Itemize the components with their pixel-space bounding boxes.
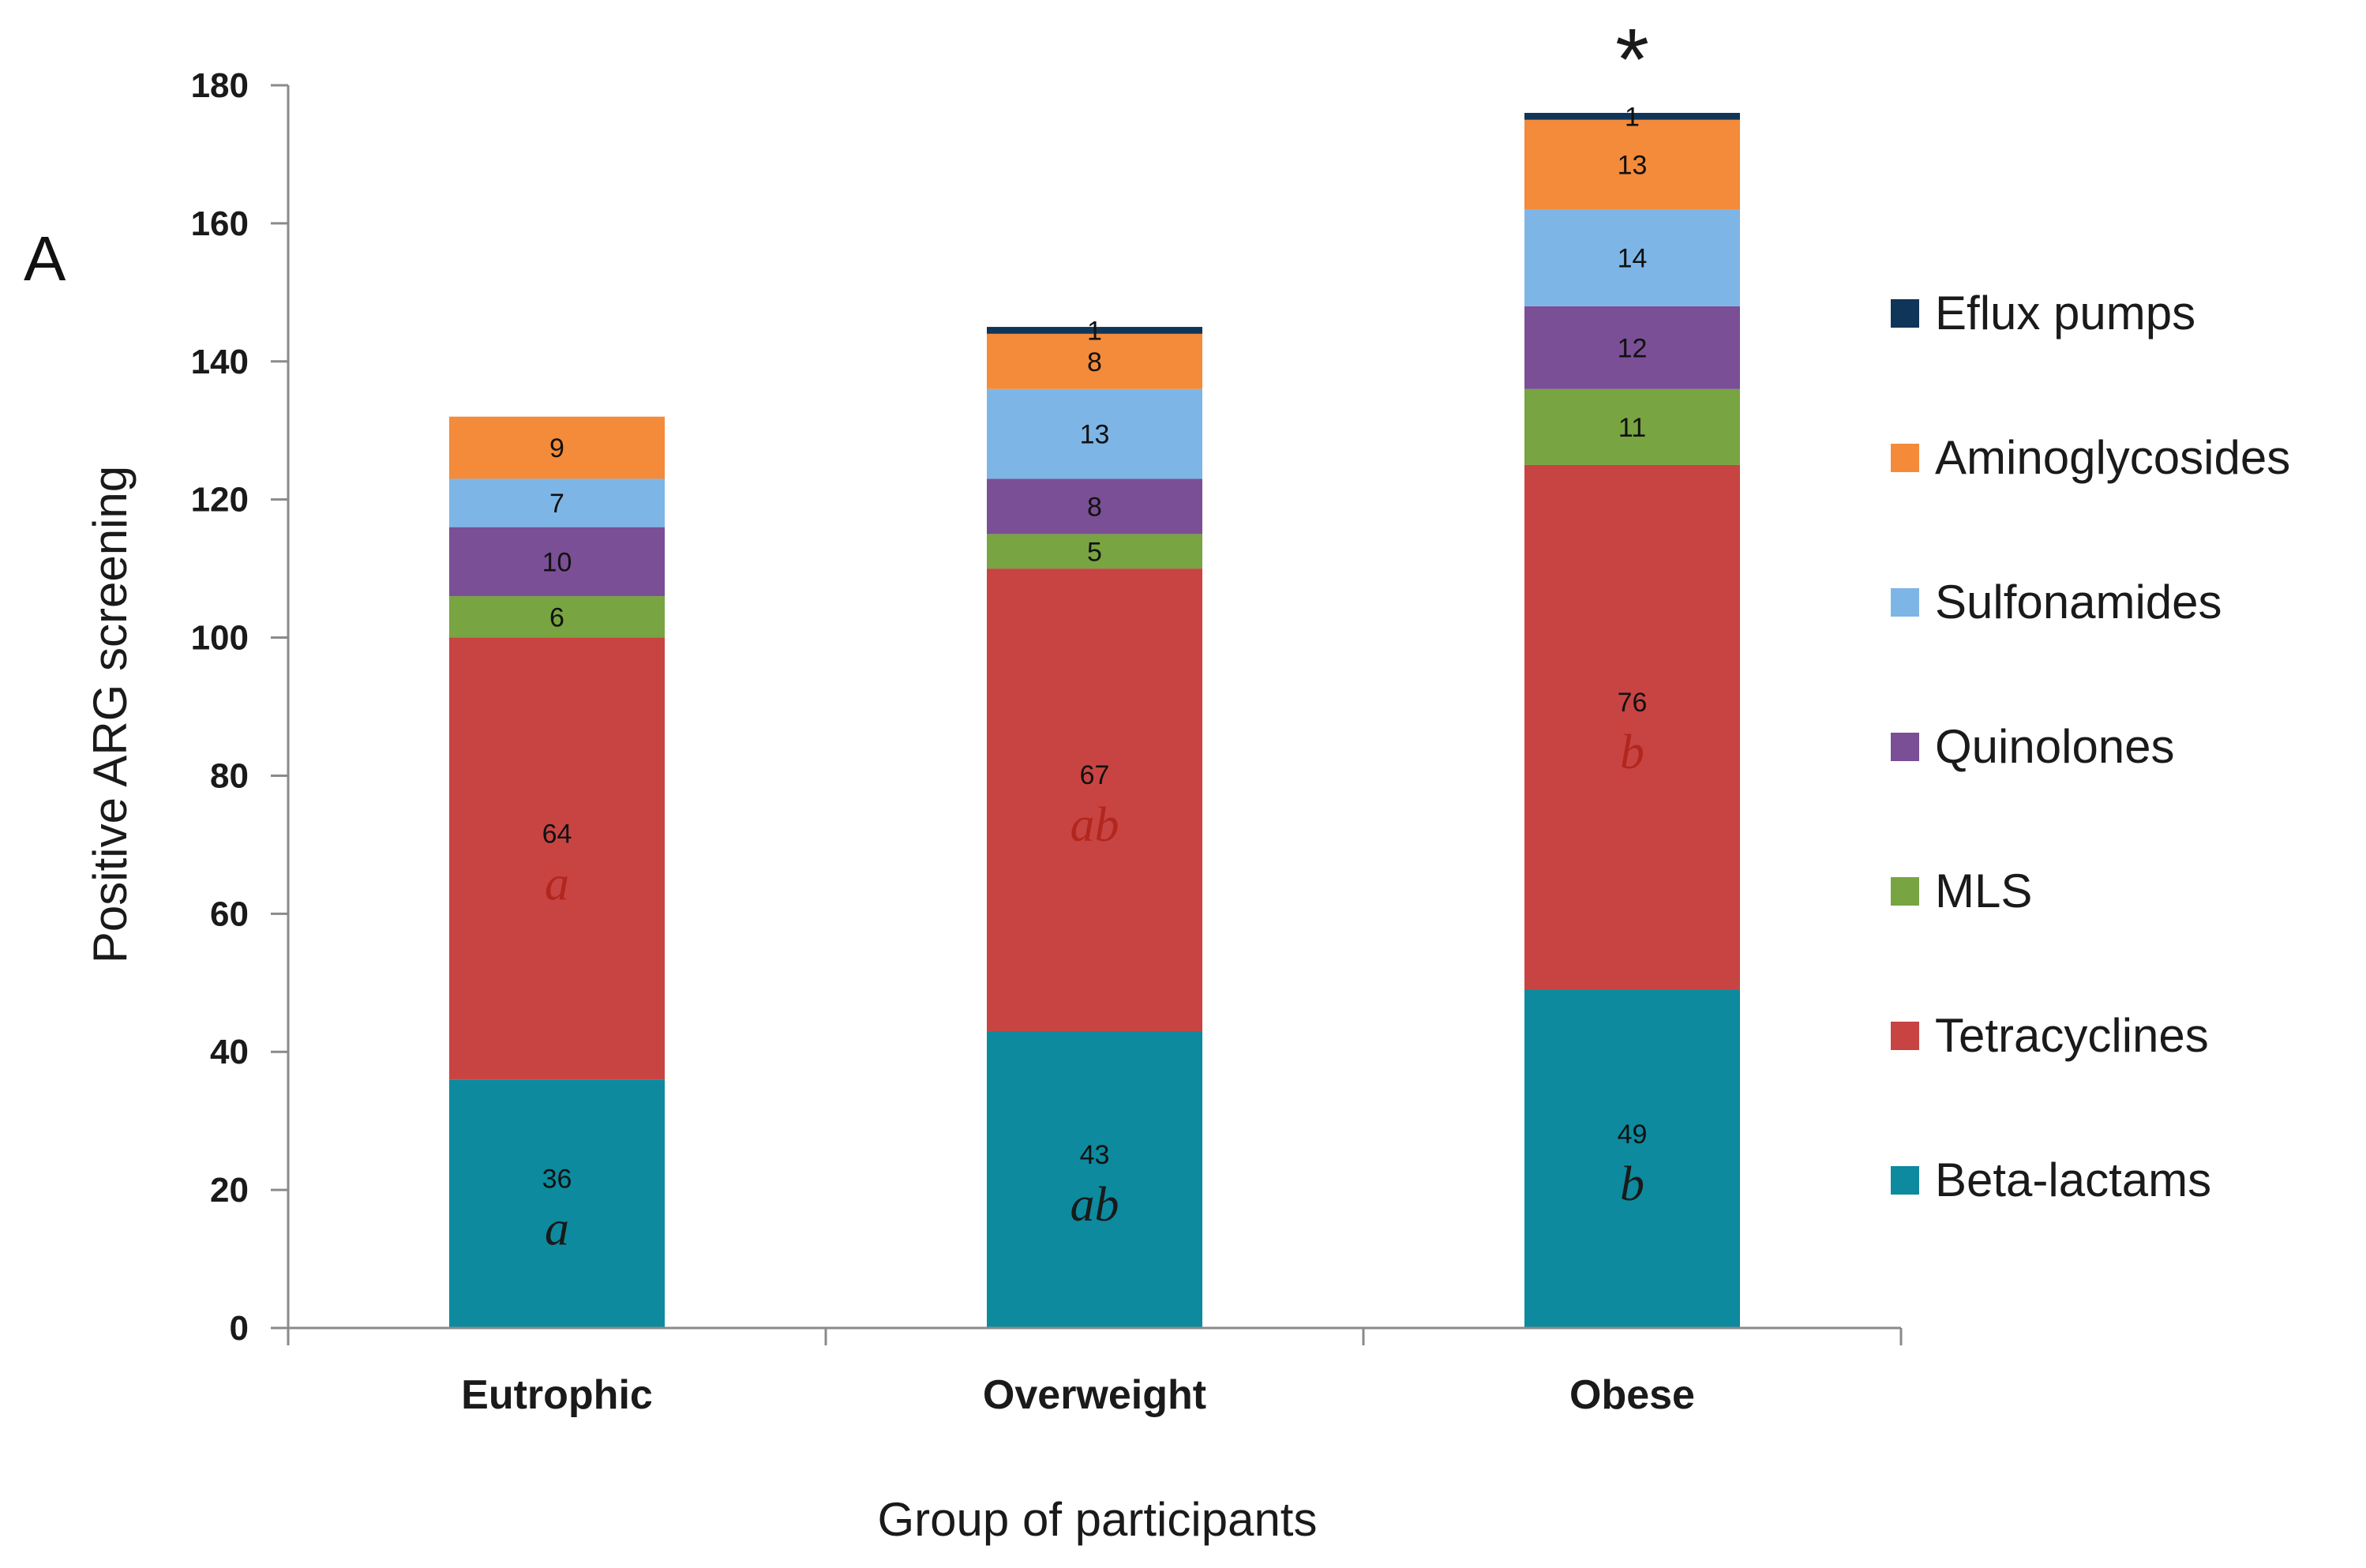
panel-label: A xyxy=(24,223,66,294)
legend-label: Aminoglycosides xyxy=(1935,431,2290,484)
legend-swatch xyxy=(1891,877,1919,906)
bar-segment xyxy=(987,388,1202,479)
significance-letter: ab xyxy=(1071,798,1119,852)
legend-swatch xyxy=(1891,588,1919,617)
significance-star: * xyxy=(1615,11,1649,108)
data-label: 1 xyxy=(1625,102,1640,132)
labels-layer: 36a64a61079Eutrophic43ab67ab581381Overwe… xyxy=(191,11,1695,1418)
bar-segment xyxy=(449,1079,665,1328)
x-tick-label: Obese xyxy=(1569,1372,1695,1418)
significance-letter: ab xyxy=(1071,1178,1119,1232)
y-tick-label: 60 xyxy=(210,895,249,933)
y-tick-label: 80 xyxy=(210,756,249,795)
data-label: 1 xyxy=(1087,316,1102,346)
legend-swatch xyxy=(1891,1022,1919,1050)
bar-segment xyxy=(1524,306,1740,389)
legend-swatch xyxy=(1891,444,1919,472)
data-label: 12 xyxy=(1618,333,1648,363)
bar-segment xyxy=(987,1030,1202,1328)
data-label: 14 xyxy=(1618,244,1648,274)
bar-segment xyxy=(449,596,665,638)
data-label: 7 xyxy=(549,489,564,519)
bars-layer xyxy=(449,112,1740,1328)
legend-label: MLS xyxy=(1935,865,2032,917)
x-tick-label: Overweight xyxy=(983,1372,1206,1418)
bar-segment xyxy=(449,637,665,1080)
significance-letter: b xyxy=(1620,726,1644,779)
y-tick-label: 0 xyxy=(230,1309,249,1348)
bar-segment xyxy=(1524,464,1740,990)
legend-swatch xyxy=(1891,1166,1919,1195)
bar-segment xyxy=(1524,119,1740,210)
bar-segment xyxy=(449,478,665,527)
legend-label: Beta-lactams xyxy=(1935,1153,2211,1206)
y-tick-label: 180 xyxy=(191,66,249,105)
axes-layer xyxy=(271,84,1903,1345)
data-label: 43 xyxy=(1080,1140,1110,1170)
data-label: 11 xyxy=(1618,413,1646,443)
y-tick-label: 120 xyxy=(191,481,249,520)
bar-segment xyxy=(1524,388,1740,465)
y-tick-label: 100 xyxy=(191,619,249,658)
bar-segment xyxy=(1524,112,1740,120)
data-label: 8 xyxy=(1087,347,1102,377)
y-tick-label: 140 xyxy=(191,343,249,381)
data-label: 13 xyxy=(1618,151,1648,181)
data-label: 13 xyxy=(1080,420,1110,450)
bar-segment xyxy=(987,568,1202,1031)
y-tick-label: 160 xyxy=(191,204,249,243)
legend-label: Tetracyclines xyxy=(1935,1009,2209,1062)
data-label: 36 xyxy=(542,1165,572,1195)
y-axis-title: Positive ARG screening xyxy=(84,466,137,963)
legend-label: Quinolones xyxy=(1935,720,2175,773)
legend: Eflux pumps Aminoglycosides Sulfonamides Qu… xyxy=(1891,287,2290,1206)
data-label: 49 xyxy=(1618,1120,1648,1150)
data-label: 5 xyxy=(1087,537,1102,567)
data-label: 10 xyxy=(542,547,572,577)
x-tick-label: Eutrophic xyxy=(461,1372,653,1418)
data-label: 6 xyxy=(549,602,564,632)
bar-segment xyxy=(987,478,1202,535)
y-tick-label: 20 xyxy=(210,1171,249,1210)
legend-swatch xyxy=(1891,299,1919,328)
significance-letter: a xyxy=(545,857,569,910)
data-label: 67 xyxy=(1080,760,1110,790)
legend-label: Sulfonamides xyxy=(1935,576,2222,628)
bar-segment xyxy=(1524,209,1740,306)
data-label: 76 xyxy=(1618,688,1648,718)
bar-segment xyxy=(987,534,1202,569)
x-axis-title: Group of participants xyxy=(878,1493,1318,1546)
y-tick-label: 40 xyxy=(210,1033,249,1071)
bar-segment xyxy=(987,333,1202,389)
bar-segment xyxy=(449,527,665,597)
legend-label: Eflux pumps xyxy=(1935,287,2195,339)
bar-segment xyxy=(1524,989,1740,1328)
significance-letter: a xyxy=(545,1202,569,1256)
bar-segment xyxy=(449,416,665,479)
significance-letter: b xyxy=(1620,1157,1644,1211)
legend-swatch xyxy=(1891,733,1919,761)
bar-segment xyxy=(987,327,1202,334)
data-label: 9 xyxy=(549,433,564,463)
data-label: 64 xyxy=(542,819,572,849)
data-label: 8 xyxy=(1087,492,1102,522)
